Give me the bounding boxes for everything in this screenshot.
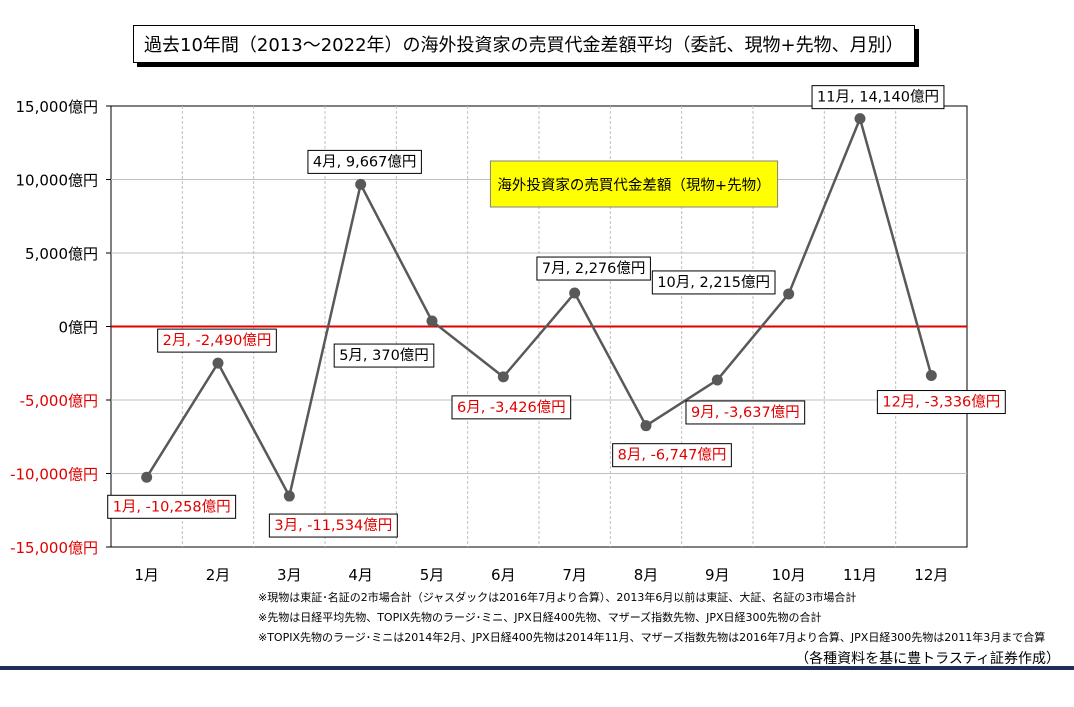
legend-label: 海外投資家の売買代金差額（現物+先物） [497,177,770,194]
data-label: 11月, 14,140億円 [811,85,945,110]
data-label-box [307,149,422,174]
data-label: 4月, 9,667億円 [307,149,422,174]
data-label-box [811,85,945,110]
y-tick-label: -5,000億円 [20,392,98,410]
data-point [854,113,866,125]
data-label-box [451,395,572,420]
data-point [925,370,937,382]
data-point [426,315,438,327]
data-point [355,178,367,190]
data-label-text: 10月, 2,215億円 [657,274,770,291]
data-label-text: 2月, -2,490億円 [163,332,272,349]
x-tick-label: 4月 [348,566,373,584]
data-point [783,288,795,300]
data-label-text: 8月, -6,747億円 [618,447,727,464]
data-label-box [685,400,806,425]
data-label-text: 3月, -11,534億円 [274,517,392,534]
data-label: 9月, -3,637億円 [685,400,806,425]
data-label-box [536,256,651,281]
data-label-box [612,443,732,468]
data-point [640,420,652,432]
data-label: 7月, 2,276億円 [536,256,651,281]
x-tick-label: 8月 [634,566,659,584]
x-tick-label: 12月 [914,566,948,584]
x-tick-label: 9月 [705,566,730,584]
y-tick-label: -15,000億円 [10,539,98,557]
y-tick-label: 10,000億円 [16,172,99,190]
x-tick-label: 2月 [206,566,231,584]
data-point [212,357,224,369]
data-label-text: 1月, -10,258億円 [113,498,231,515]
data-label-box [268,513,398,538]
data-label-text: 6月, -3,426億円 [457,399,566,416]
series-line [145,114,933,500]
data-label-text: 12月, -3,336億円 [882,394,1000,411]
x-tick-label: 11月 [843,566,877,584]
data-label-text: 4月, 9,667億円 [313,153,416,170]
data-label: 5月, 370億円 [333,343,435,368]
x-tick-label: 7月 [562,566,587,584]
y-tick-label: -10,000億円 [10,466,98,484]
y-tick-label: 0億円 [58,319,98,337]
data-label-box [651,270,776,295]
data-label-text: 11月, 14,140億円 [817,89,939,106]
data-label-box [107,494,237,519]
data-point [711,374,723,386]
x-tick-label: 3月 [277,566,302,584]
y-tick-label: 15,000億円 [16,98,99,116]
bottom-rule [0,666,1074,670]
footnote-1: ※現物は東証･名証の2市場合計（ジャスダックは2016年7月より合算）、2013… [258,591,857,604]
data-label: 6月, -3,426億円 [451,395,572,420]
data-label: 12月, -3,336億円 [876,390,1006,415]
footnote-3: ※TOPIX先物のラージ･ミニは2014年2月、JPX日経400先物は2014年… [258,631,1046,644]
x-tick-label: 10月 [772,566,806,584]
data-label: 8月, -6,747億円 [612,443,732,468]
data-label: 1月, -10,258億円 [107,494,237,519]
data-label: 3月, -11,534億円 [268,513,398,538]
data-point [283,490,295,502]
x-tick-label: 1月 [134,566,159,584]
footnote-2: ※先物は日経平均先物、TOPIX先物のラージ･ミニ、JPX日経400先物、マザー… [258,611,822,624]
data-label-box [333,343,435,368]
legend: 海外投資家の売買代金差額（現物+先物） [489,160,779,208]
x-tick-label: 5月 [420,566,445,584]
data-point [569,287,581,299]
data-label-text: 7月, 2,276億円 [542,260,645,277]
data-label-box [876,390,1006,415]
legend-box [489,160,779,208]
data-point [497,371,509,383]
source-credit: （各種資料を基に豊トラスティ証券作成） [795,651,1060,667]
data-label-text: 5月, 370億円 [339,347,429,364]
data-label: 10月, 2,215億円 [651,270,776,295]
chart-title: 過去10年間（2013〜2022年）の海外投資家の売買代金差額平均（委託、現物+… [133,25,915,63]
data-label-text: 9月, -3,637億円 [691,404,800,421]
data-label-box [157,328,277,353]
x-tick-label: 6月 [491,566,516,584]
data-label: 2月, -2,490億円 [157,328,277,353]
data-point [141,471,153,483]
y-tick-label: 5,000億円 [25,245,98,263]
